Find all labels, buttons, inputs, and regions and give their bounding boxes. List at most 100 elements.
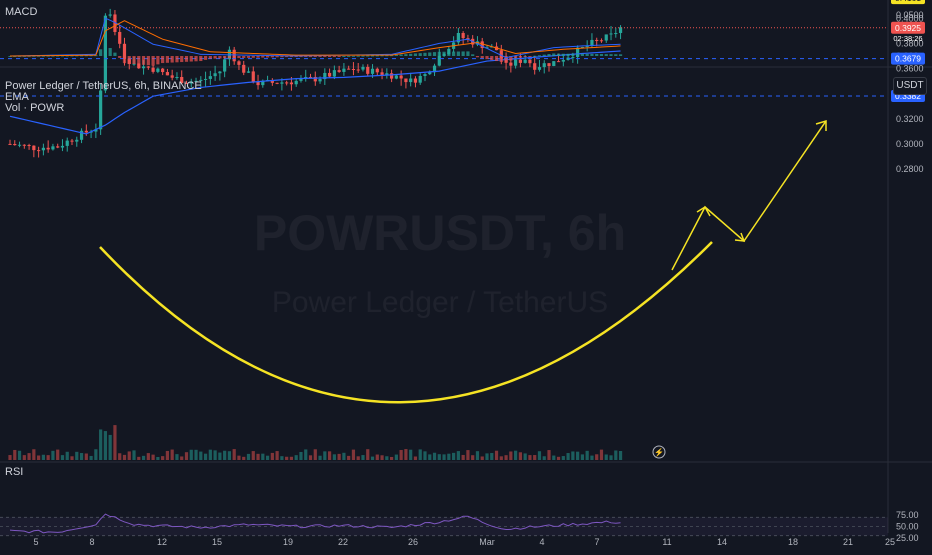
candle-body [394,75,398,79]
volume-bar [46,455,50,460]
volume-bar [84,453,88,460]
volume-bar [270,452,274,460]
candle-body [94,129,98,132]
volume-bar [194,449,198,460]
cup-pattern-curve [99,241,713,404]
candle-body [113,14,117,32]
volume-bar [332,454,336,460]
candle-body [356,69,360,71]
volume-bar [22,455,26,460]
candle-body [299,78,303,81]
volume-legend[interactable]: Vol · POWR [5,102,65,114]
macd-histogram-bar [337,56,341,57]
candle-body [327,72,332,77]
candle-body [285,82,289,84]
macd-histogram-bar [366,55,370,57]
symbol-title[interactable]: Power Ledger / TetherUS, 6h, BINANCE [5,80,202,92]
watermark-name: Power Ledger / TetherUS [272,286,608,319]
macd-histogram-bar [113,52,117,56]
macd-histogram-bar [480,56,484,59]
rsi-tick-label: 75.00 [896,510,919,520]
macd-histogram-bar [313,56,317,57]
volume-bar [137,456,141,460]
macd-histogram-bar [552,53,556,56]
candle-body [203,78,208,80]
macd-histogram-bar [399,54,403,56]
macd-histogram-bar [518,56,522,58]
candle-body [170,75,174,78]
candle-body [280,82,284,84]
candle-body [32,145,36,151]
rsi-tick-label: 25.00 [896,533,919,543]
candle-body [22,144,26,146]
price-tick-label: 0.3600 [896,64,924,74]
volume-bar [184,452,189,460]
volume-bar [65,451,69,460]
candle-body [533,63,537,70]
volume-bar [108,434,112,460]
macd-histogram-bar [351,55,356,57]
macd-histogram-bar [8,56,12,57]
candle-body [432,65,437,73]
volume-bar [156,456,160,460]
time-tick-label: 5 [33,537,38,547]
candle-body [246,71,251,73]
volume-bar [518,452,522,460]
volume-bar [442,454,446,460]
volume-bar [418,449,422,460]
macd-histogram-bar [308,56,313,57]
volume-bar [361,455,365,460]
candle-body [137,63,141,69]
macd-histogram-bar [385,55,389,57]
volume-bar [146,453,150,460]
volume-bar [203,453,208,460]
candle-body [151,67,155,72]
candle-body [156,68,160,72]
candle-body [576,47,580,58]
macd-histogram-bar [161,56,165,64]
candle-body [318,79,322,82]
candle-body [342,68,346,72]
volume-bar [89,455,93,460]
candle-body [75,139,79,142]
volume-bar [318,455,322,460]
currency-button[interactable]: USDT [893,77,927,95]
volume-bar [251,451,255,460]
macd-histogram-bar [127,56,131,64]
candle-body [51,146,55,150]
candle-body [308,76,313,78]
time-tick-label: 7 [594,537,599,547]
volume-bar [618,450,623,460]
candle-body [456,32,460,43]
volume-bar [175,454,179,460]
candle-body [251,71,255,82]
macd-histogram-bar [151,56,155,66]
volume-bar [599,449,604,460]
level-price-tag [891,21,925,34]
volume-bar [308,455,313,460]
time-tick-label: 21 [843,537,853,547]
candle-body [289,82,294,85]
candle-body [122,43,127,59]
volume-bar [246,453,251,460]
candle-body [261,80,265,86]
macd-histogram-bar [289,56,294,57]
macd-histogram-bar [275,56,279,58]
candle-body [375,68,379,73]
macd-histogram-bar [542,54,546,56]
macd-histogram-bar [595,53,599,56]
volume-bar [99,429,103,460]
volume-bar [218,452,222,460]
macd-histogram-bar [184,56,189,62]
macd-histogram-bar [394,54,398,56]
volume-bar [242,456,246,460]
volume-bar [413,456,418,460]
volume-bar [499,456,503,460]
candle-body [618,27,623,34]
candle-body [480,41,484,49]
macd-histogram-bar [99,49,103,56]
volume-bar [275,451,279,460]
ema-legend[interactable]: EMA [5,91,29,103]
volume-bar [585,450,589,460]
